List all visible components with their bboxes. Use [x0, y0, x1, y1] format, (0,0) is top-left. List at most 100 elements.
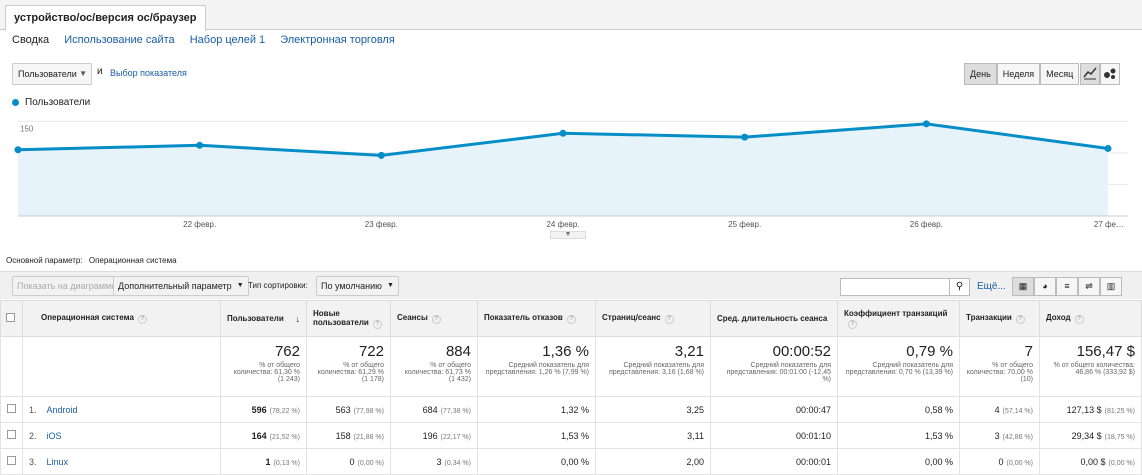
data-point — [1104, 144, 1112, 152]
y-tick-label: 150 — [20, 124, 34, 133]
col-os[interactable]: Операционная система? — [22, 300, 221, 337]
x-tick-label: 24 февр. — [546, 220, 579, 229]
data-table-view-icon[interactable]: ▦ — [1012, 277, 1034, 296]
performance-view-icon[interactable]: ≡ — [1056, 277, 1078, 296]
total-cell: 884% от общего количества: 61,73 % (1 43… — [390, 336, 478, 397]
report-subnav: Сводка Использование сайта Набор целей 1… — [12, 34, 407, 46]
search-icon[interactable]: ⚲ — [949, 278, 969, 296]
col-conversion-rate[interactable]: Коэффициент транзакций? — [837, 300, 960, 337]
col-revenue[interactable]: Доход? — [1039, 300, 1142, 337]
data-point — [14, 146, 22, 154]
data-table: Операционная система? Пользователи ↓ Новы… — [0, 300, 1142, 475]
subnav-goal-set-1[interactable]: Набор целей 1 — [189, 34, 266, 46]
series-area — [18, 123, 1108, 216]
col-new-users[interactable]: Новые пользователи? — [306, 300, 391, 337]
total-cell: 156,47 $% от общего количества: 46,86 % … — [1039, 336, 1142, 397]
sort-arrow-icon: ↓ — [295, 313, 301, 324]
period-week-button[interactable]: Неделя — [996, 63, 1041, 85]
pie-view-icon[interactable]: ◕ — [1034, 277, 1056, 296]
period-day-button[interactable]: День — [964, 63, 997, 85]
chevron-down-icon: ▼ — [236, 282, 244, 289]
help-icon: ? — [1074, 315, 1084, 324]
sort-type-value: По умолчанию — [321, 281, 382, 291]
total-cell: 722% от общего количества: 61,29 % (1 17… — [306, 336, 391, 397]
plot-rows-button[interactable]: Показать на диаграмме — [12, 276, 122, 296]
chevron-down-icon: ▼ — [386, 282, 394, 289]
help-icon: ? — [566, 315, 576, 324]
legend-label: Пользователи — [25, 97, 91, 108]
row-checkbox[interactable] — [7, 404, 16, 413]
help-icon: ? — [1015, 315, 1025, 324]
os-link[interactable]: iOS — [46, 430, 62, 441]
table-row: 2. iOS 164 (21,52 %) 158 (21,88 %) 196 (22,1… — [0, 422, 1142, 449]
row-checkbox[interactable] — [7, 430, 16, 439]
subnav-site-usage[interactable]: Использование сайта — [64, 34, 175, 46]
col-users[interactable]: Пользователи ↓ — [220, 300, 307, 337]
comparison-view-icon[interactable]: ⇌ — [1078, 277, 1100, 296]
report-tab[interactable]: устройство/ос/версия ос/браузер — [5, 5, 206, 31]
table-header-row: Операционная система? Пользователи ↓ Новы… — [0, 300, 1142, 337]
period-month-button[interactable]: Месяц — [1040, 63, 1080, 85]
data-point — [196, 141, 204, 149]
primary-dimension: Основной параметр: Операционная система — [6, 256, 177, 265]
select-metric-link[interactable]: Выбор показателя — [110, 68, 187, 78]
help-icon: ? — [664, 315, 674, 324]
totals-row: 762% от общего количества: 61,30 % (1 24… — [0, 336, 1142, 397]
table-search-input[interactable]: ⚲ — [840, 278, 970, 296]
table-row: 1. Android 596 (78,22 %) 563 (77,98 %) 684(… — [0, 396, 1142, 423]
os-link[interactable]: Android — [46, 404, 78, 415]
subnav-summary[interactable]: Сводка — [12, 34, 50, 46]
col-pages-per-session[interactable]: Страниц/сеанс? — [595, 300, 711, 337]
help-icon: ? — [137, 315, 147, 324]
series-dot-icon — [12, 99, 19, 106]
help-icon: ? — [372, 319, 382, 329]
help-icon: ? — [848, 319, 857, 329]
report-tab-bar: устройство/ос/версия ос/браузер — [0, 0, 1142, 31]
data-point — [922, 120, 930, 128]
total-cell: 7% от общего количества: 70,00 % (10) — [959, 336, 1040, 397]
metric-select[interactable]: Пользователи ▼ — [12, 63, 92, 85]
table-toolbar: Показать на диаграмме Дополнительный пар… — [0, 271, 1142, 299]
x-tick-label: 25 февр. — [728, 220, 761, 229]
sort-type-select[interactable]: По умолчанию ▼ — [316, 276, 399, 296]
row-checkbox[interactable] — [7, 456, 16, 465]
x-tick-label: 22 февр. — [183, 220, 216, 229]
col-sessions[interactable]: Сеансы? — [390, 300, 478, 337]
total-cell: 762% от общего количества: 61,30 % (1 24… — [220, 336, 307, 397]
metric-select-value: Пользователи — [18, 69, 77, 79]
users-line-chart: 1501005022 февр.23 февр.24 февр.25 февр.… — [14, 120, 1128, 229]
sort-type-label: Тип сортировки: — [248, 281, 308, 290]
motion-chart-icon[interactable] — [1100, 63, 1120, 85]
chart-type-buttons — [1080, 63, 1120, 85]
subnav-ecommerce[interactable]: Электронная торговля — [280, 34, 395, 46]
x-tick-label: 26 февр. — [910, 220, 943, 229]
col-transactions[interactable]: Транзакции? — [959, 300, 1040, 337]
data-point — [559, 129, 567, 137]
chart-resize-handle[interactable]: ▼ — [550, 231, 586, 239]
pivot-view-icon[interactable]: ▥ — [1100, 277, 1122, 296]
table-view-buttons: ▦ ◕ ≡ ⇌ ▥ — [1012, 277, 1122, 296]
primary-dimension-value[interactable]: Операционная система — [88, 256, 177, 265]
total-cell: 0,79 % Средний показатель для представлен… — [837, 336, 960, 397]
chevron-down-icon: ▼ — [79, 69, 87, 78]
period-buttons: День Неделя Месяц — [964, 63, 1080, 85]
select-all-checkbox[interactable] — [6, 313, 15, 322]
total-cell: 1,36 % Средний показатель для представлен… — [477, 336, 596, 397]
total-cell: 3,21 Средний показатель для представления… — [595, 336, 711, 397]
primary-dimension-label: Основной параметр: — [6, 256, 83, 265]
more-options-link[interactable]: Ещё... — [977, 281, 1006, 292]
line-chart-icon[interactable] — [1080, 63, 1100, 85]
os-link[interactable]: Linux — [46, 456, 69, 467]
col-bounce-rate[interactable]: Показатель отказов? — [477, 300, 596, 337]
col-avg-duration[interactable]: Сред. длительность сеанса — [710, 300, 838, 337]
help-icon: ? — [431, 315, 441, 324]
and-label: и — [97, 66, 103, 77]
x-tick-label: 27 фе… — [1094, 220, 1124, 229]
data-point — [377, 151, 385, 159]
total-cell: 00:00:52 Средний показатель для представл… — [710, 336, 838, 397]
data-point — [741, 133, 749, 141]
secondary-dimension-select[interactable]: Дополнительный параметр ▼ — [113, 276, 249, 296]
chart-controls: Пользователи ▼ и Выбор показателя День Н… — [12, 63, 1132, 87]
chart-legend: Пользователи — [12, 97, 90, 108]
x-tick-label: 23 февр. — [365, 220, 398, 229]
